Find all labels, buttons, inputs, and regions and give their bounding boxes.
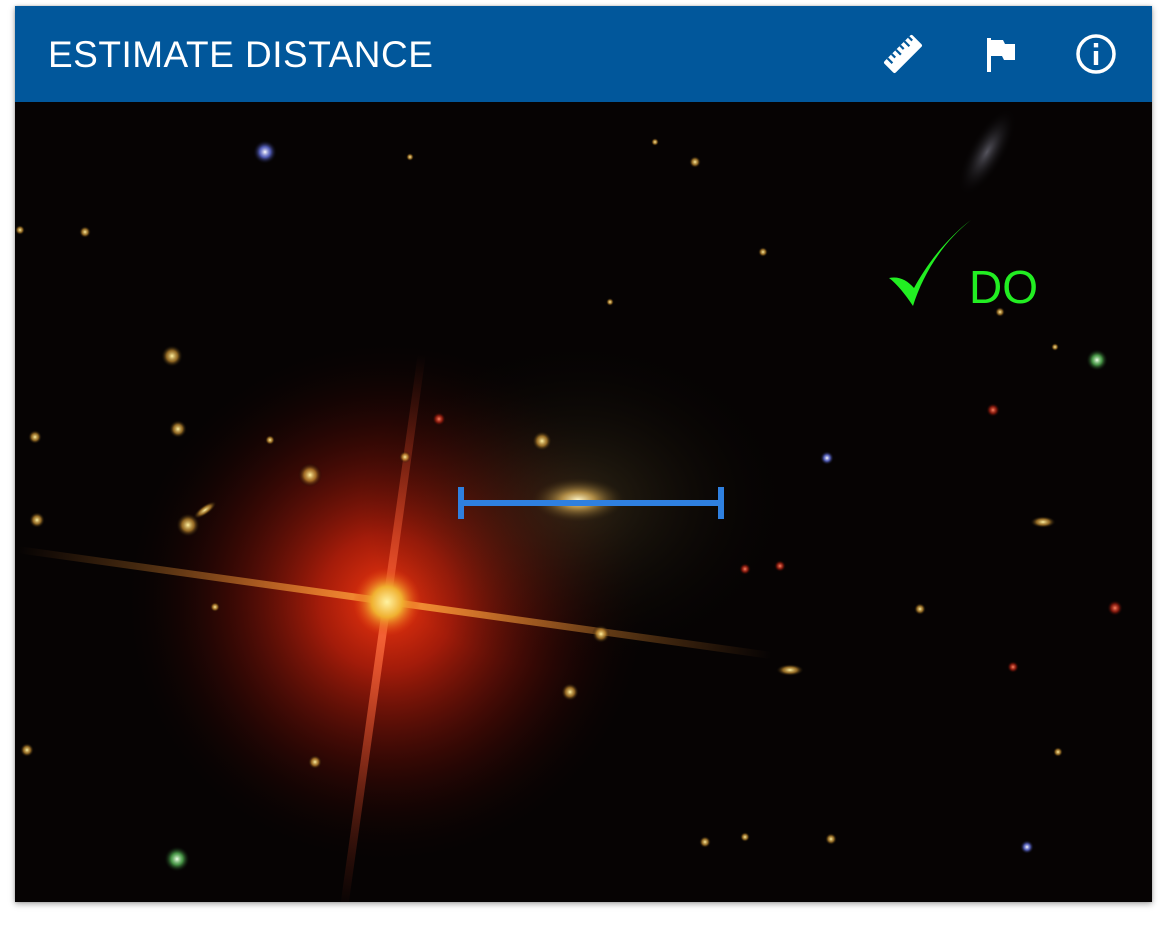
page-title: ESTIMATE DISTANCE bbox=[48, 33, 434, 75]
scale-bar[interactable] bbox=[458, 485, 728, 521]
flag-icon bbox=[987, 38, 1015, 72]
flag-button[interactable] bbox=[977, 30, 1025, 78]
ruler-button[interactable] bbox=[879, 30, 927, 78]
do-annotation: DO bbox=[885, 214, 1038, 310]
info-button[interactable] bbox=[1072, 30, 1120, 78]
estimate-distance-card: ESTIMATE DISTANCE bbox=[15, 6, 1152, 902]
ruler-icon bbox=[884, 35, 922, 73]
galaxy-field-image[interactable]: DO bbox=[15, 102, 1152, 902]
info-icon bbox=[1076, 34, 1116, 74]
checkmark-icon bbox=[889, 220, 971, 306]
do-label: DO bbox=[969, 261, 1038, 313]
header-bar: ESTIMATE DISTANCE bbox=[15, 6, 1152, 102]
